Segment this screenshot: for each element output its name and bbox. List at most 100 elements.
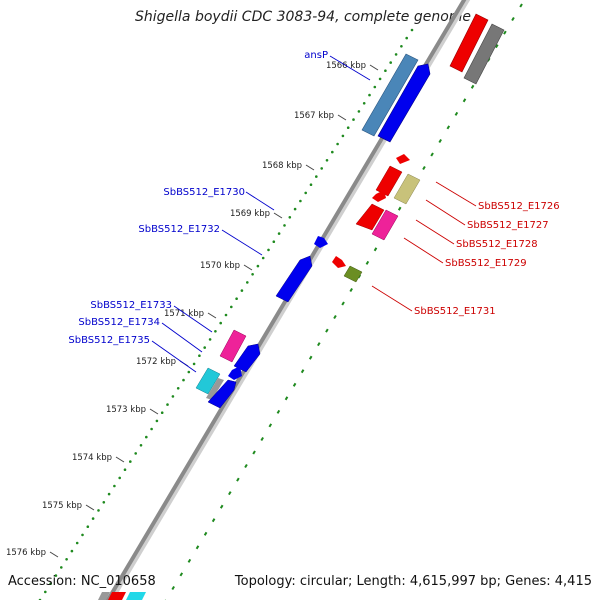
right-gene-labels: SbBS512_E1726 SbBS512_E1727 SbBS512_E1728 S… [371, 181, 560, 317]
gene-SbBS512-E1727[interactable] [372, 190, 386, 202]
right-gene-label[interactable]: SbBS512_E1726 [478, 201, 560, 212]
gene-SbBS512-E1735[interactable] [195, 367, 221, 395]
right-track-dash [519, 3, 523, 8]
gene-ansP[interactable] [361, 53, 419, 137]
right-track-dash [511, 16, 515, 22]
right-track-dash [430, 152, 434, 157]
gene-SbBS512-E1728[interactable] [355, 203, 385, 231]
left-track-dot [97, 509, 100, 512]
left-track-dot [198, 354, 201, 358]
right-track-dash [276, 409, 281, 414]
gene-forward-1734[interactable] [233, 343, 261, 373]
gene-SbBS512-E1726[interactable] [375, 165, 403, 197]
left-track-dot [145, 435, 148, 439]
gene-gray-top[interactable] [463, 23, 505, 85]
right-track-dash [219, 504, 224, 509]
right-track-dash [236, 477, 240, 482]
gene-bottom-gray[interactable] [98, 592, 110, 600]
gene-forward-1735[interactable] [207, 379, 237, 409]
left-track-dot [251, 273, 254, 276]
gene-forward-1566[interactable] [377, 63, 431, 143]
right-track-dash [325, 328, 329, 333]
left-track-dot [293, 207, 297, 211]
left-gene-label[interactable]: SbBS512_E1734 [78, 317, 160, 328]
left-track-dot [346, 126, 350, 129]
right-track-dash [454, 111, 459, 116]
right-track-dash [446, 125, 451, 130]
left-track-dot [304, 191, 308, 195]
right-gene-label[interactable]: SbBS512_E1728 [456, 239, 538, 250]
right-gene-label[interactable]: SbBS512_E1727 [467, 220, 549, 231]
tick-mark [369, 64, 379, 71]
left-track-dot [123, 468, 127, 472]
left-track-dot [75, 541, 79, 545]
left-gene-label[interactable]: ansP [304, 50, 328, 61]
left-track-dot [277, 232, 281, 235]
left-track-dot [336, 142, 339, 146]
left-track-dot [410, 28, 414, 32]
tick-mark [85, 504, 95, 511]
gene-SbBS512-E1730[interactable] [314, 236, 328, 248]
left-track-dot [224, 313, 228, 317]
left-track-dot [150, 427, 153, 431]
left-track-dot [155, 419, 159, 423]
gene-SbBS512-E1734[interactable] [228, 366, 242, 380]
left-track-dot [378, 77, 382, 81]
right-track-dash [187, 558, 192, 563]
tick-mark [149, 408, 159, 415]
left-track-dot [309, 183, 313, 186]
left-gene-label[interactable]: SbBS512_E1730 [163, 187, 245, 198]
left-track-dot [129, 460, 132, 463]
left-track-dot [219, 321, 222, 325]
tick-mark [337, 114, 347, 121]
gene-SbBS512-E1727-khaki[interactable] [393, 173, 421, 205]
left-track-dot [373, 85, 377, 89]
left-track-dot [171, 395, 175, 398]
left-gene-label[interactable]: SbBS512_E1735 [68, 335, 150, 346]
tick-label: 1568 kbp [262, 161, 302, 171]
left-gene-label[interactable]: SbBS512_E1733 [90, 300, 172, 311]
right-label-leader [425, 199, 466, 226]
tick-mark [207, 312, 217, 319]
gene-SbBS512-E1733[interactable] [219, 329, 247, 363]
left-label-leader [151, 340, 197, 373]
right-label-leader [435, 181, 477, 207]
left-track-dot [160, 411, 164, 415]
left-gene-label[interactable]: SbBS512_E1732 [138, 224, 220, 235]
gene-SbBS512-E1732[interactable] [275, 255, 313, 303]
tick-mark [115, 456, 125, 463]
tick-label: 1575 kbp [42, 501, 82, 511]
gene-SbBS512-E1729[interactable] [371, 209, 399, 241]
left-track-dot [389, 61, 393, 64]
gene-red-top[interactable] [449, 13, 489, 73]
left-track-dot [267, 248, 270, 252]
right-track-dash [495, 44, 499, 49]
left-track-dot [86, 525, 90, 528]
gene-SbBS512-E1731[interactable] [343, 265, 363, 283]
right-gene-label[interactable]: SbBS512_E1729 [445, 258, 527, 269]
left-track-dot [70, 549, 74, 553]
left-track-dot [182, 378, 185, 382]
right-track-dash [284, 396, 289, 401]
right-track-dash [203, 531, 208, 536]
left-track-dot [107, 492, 111, 496]
left-track-dot [192, 362, 196, 366]
gene-SbBS512-E1726-a[interactable] [396, 154, 410, 164]
tick-label: 1571 kbp [164, 309, 204, 319]
gene-bottom-red[interactable] [108, 592, 126, 600]
gene-bottom-cyan[interactable] [126, 592, 146, 600]
tick-mark [49, 551, 59, 558]
left-track-dot [368, 93, 371, 97]
left-track-dot [81, 533, 84, 537]
left-gene-labels: ansP SbBS512_E1730 SbBS512_E1732 SbBS512_E1… [68, 50, 371, 373]
gene-gray-1735[interactable] [206, 378, 224, 400]
right-track-dash [462, 98, 467, 103]
left-track-dot [320, 167, 324, 170]
right-track-dash [373, 247, 378, 252]
gene-SbBS512-E1731-red[interactable] [332, 256, 346, 268]
genome-title: Shigella boydii CDC 3083-94, complete ge… [135, 9, 472, 25]
accession-label: Accession: NC_010658 [8, 574, 156, 589]
left-track-dot [405, 36, 409, 40]
right-gene-label[interactable]: SbBS512_E1731 [414, 306, 496, 317]
